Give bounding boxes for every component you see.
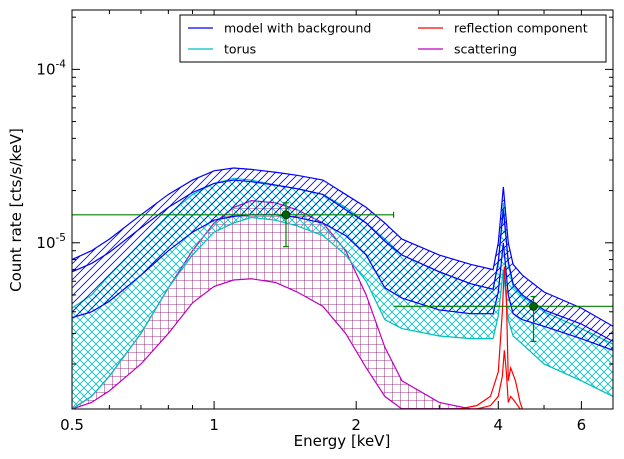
- legend-box: [179, 14, 607, 63]
- legend-label-torus: torus: [224, 42, 256, 57]
- data-marker: [281, 210, 291, 220]
- upper-line-model-with-background: [72, 167, 613, 327]
- data-points: [72, 202, 613, 342]
- x-tick-label: 2: [351, 416, 361, 434]
- y-axis-ticks: 10-510-4: [36, 16, 613, 365]
- y-tick-base: 10: [36, 60, 55, 78]
- band-model-with-background: [72, 167, 613, 351]
- plot-frame: [71, 9, 614, 410]
- data-point-2: [393, 295, 613, 342]
- series-reflection-component: [458, 266, 523, 409]
- data-marker: [529, 301, 538, 311]
- legend-label-model-with-background: model with background: [224, 21, 371, 36]
- legend-entry-model-with-background: model with background: [188, 21, 371, 36]
- x-axis-label: Energy [keV]: [294, 432, 391, 450]
- y-tick-base: 10: [36, 234, 55, 252]
- y-tick-exponent: -5: [56, 232, 66, 244]
- legend: model with background reflection componen…: [179, 14, 607, 63]
- legend-entry-scattering: scattering: [418, 42, 517, 57]
- lower-line-model-with-background: [72, 214, 613, 351]
- y-tick-label: 10-5: [36, 232, 66, 252]
- x-tick-label: 0.5: [60, 416, 84, 434]
- y-axis-label: Count rate [cts/s/keV]: [7, 128, 25, 292]
- legend-label-scattering: scattering: [454, 42, 517, 57]
- lower-line-torus: [72, 216, 613, 409]
- model-bands: [72, 167, 613, 409]
- lower-line-scattering: [72, 278, 494, 409]
- data-point-1: [72, 202, 395, 248]
- x-tick-label: 1: [209, 416, 219, 434]
- y-tick-exponent: -4: [56, 58, 67, 70]
- series-model-with-background: [72, 167, 613, 351]
- x-axis-ticks: 0.5 1 2 4 6: [60, 10, 614, 434]
- x-tick-label: 6: [577, 416, 587, 434]
- legend-label-reflection-component: reflection component: [454, 21, 588, 36]
- median-line-model-with-background: [72, 179, 613, 342]
- upper-line-reflection-component: [458, 266, 523, 409]
- legend-entry-reflection-component: reflection component: [418, 21, 588, 36]
- x-tick-label: 4: [494, 416, 504, 434]
- y-tick-label: 10-4: [36, 58, 66, 78]
- band-scattering: [72, 200, 494, 409]
- legend-entry-torus: torus: [188, 42, 256, 57]
- band-torus: [72, 178, 613, 409]
- lower-line-reflection-component: [458, 350, 523, 409]
